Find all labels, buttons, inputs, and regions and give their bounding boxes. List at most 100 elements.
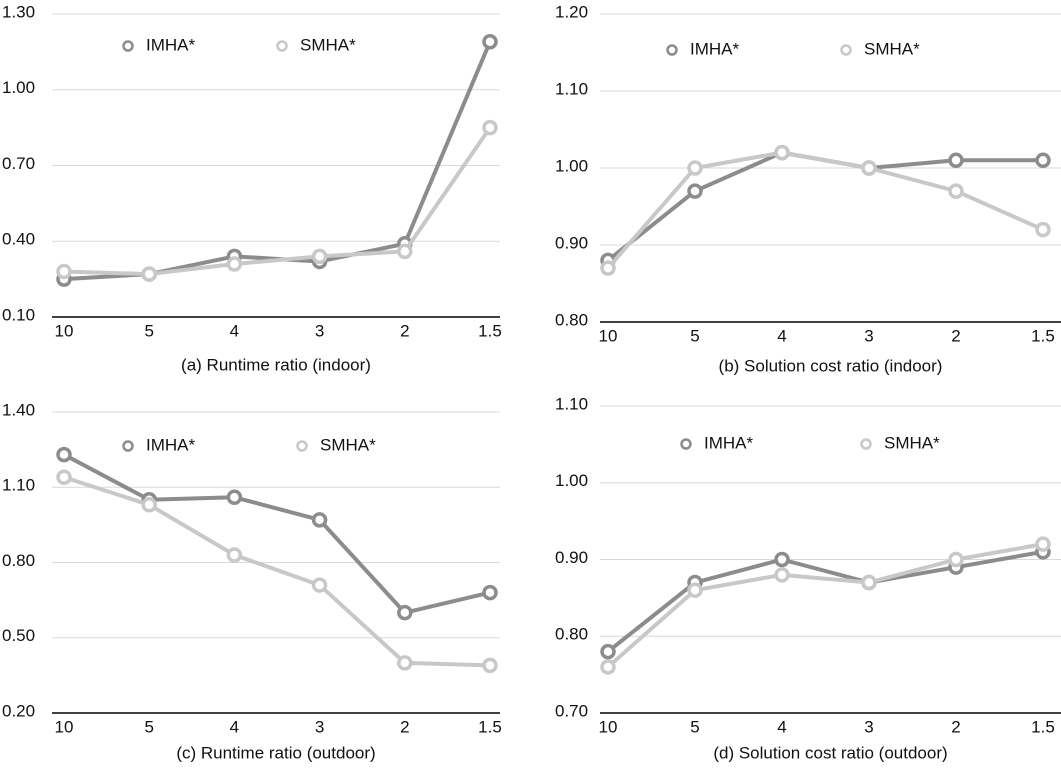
legend-marker [860,438,872,450]
x-tick-label: 5 [690,717,699,736]
y-tick-label: 1.10 [555,79,588,98]
data-point [311,512,328,528]
y-tick-label: 0.80 [2,551,35,570]
data-point [861,574,877,591]
data-point [226,547,243,563]
data-point [687,160,703,176]
data-point [948,551,964,568]
x-tick-label: 10 [55,717,74,736]
x-axis-title: (c) Runtime ratio (outdoor) [176,743,375,762]
legend-marker [840,44,852,56]
data-point [397,604,413,621]
series-line [63,475,491,668]
data-point [141,266,157,282]
x-tick-label: 3 [864,717,873,736]
legend-label: IMHA* [146,35,196,54]
x-tick-label: 4 [777,326,786,345]
y-tick-label: 1.10 [2,476,35,495]
legend-label: SMHA* [320,435,376,454]
data-point [482,34,498,50]
x-tick-label: 2 [951,326,960,345]
data-point [311,577,328,593]
data-point [397,243,413,260]
x-tick-label: 10 [599,326,618,345]
legend-marker [666,44,678,56]
legend-label: IMHA* [146,435,196,454]
data-point [774,144,790,161]
legend-marker [122,40,134,52]
data-point [482,584,498,601]
data-point [861,160,877,176]
data-point [687,183,703,199]
data-point [600,659,616,675]
legend-marker [296,440,308,452]
y-tick-label: 1.00 [555,156,588,175]
data-point [1035,221,1051,238]
x-tick-label: 1.5 [478,321,502,340]
y-tick-label: 0.50 [2,626,35,645]
data-point [56,446,72,463]
x-tick-label: 2 [951,717,960,736]
series-line [63,452,491,615]
legend-label: SMHA* [884,433,940,452]
x-axis-title: (d) Solution cost ratio (outdoor) [713,743,947,762]
x-tick-label: 1.5 [478,717,502,736]
y-tick-label: 0.70 [2,154,35,173]
data-point [226,256,243,272]
x-tick-label: 1.5 [1031,717,1055,736]
y-tick-label: 0.80 [555,310,588,329]
x-tick-label: 3 [315,321,324,340]
series-line [63,40,492,282]
x-tick-label: 5 [144,717,153,736]
y-tick-label: 0.90 [555,233,588,252]
data-point [948,152,964,169]
x-tick-label: 3 [864,326,873,345]
legend-label: IMHA* [690,39,740,58]
x-tick-label: 5 [144,321,153,340]
data-point [56,469,72,485]
legend-marker [276,40,288,52]
legend-label: SMHA* [300,35,356,54]
y-tick-label: 1.20 [555,2,588,21]
data-point [948,183,964,199]
data-point [482,657,498,674]
series-line [606,542,1044,669]
data-point [397,655,413,671]
x-tick-label: 5 [690,326,699,345]
y-tick-label: 1.10 [555,394,588,413]
y-tick-label: 0.80 [555,625,588,644]
y-tick-label: 1.00 [2,78,35,97]
y-tick-label: 1.00 [555,471,588,490]
legend-label: IMHA* [704,433,754,452]
x-tick-label: 4 [230,321,239,340]
x-tick-label: 1.5 [1031,326,1055,345]
data-point [774,567,790,583]
x-axis-title: (b) Solution cost ratio (indoor) [719,356,943,375]
x-tick-label: 2 [400,321,409,340]
y-tick-label: 1.40 [2,400,35,419]
data-point [311,248,328,265]
series-line [606,150,1044,270]
data-point [687,582,703,598]
x-tick-label: 2 [400,717,409,736]
x-tick-label: 4 [777,717,786,736]
data-point [482,119,498,136]
y-tick-label: 0.20 [2,701,35,720]
data-point [774,551,790,568]
data-point [600,260,616,276]
x-tick-label: 3 [315,717,324,736]
series-line [63,126,492,277]
data-point [1035,152,1051,169]
y-tick-label: 0.40 [2,230,35,249]
series-line [606,150,1043,262]
x-tick-label: 10 [599,717,618,736]
data-point [226,489,243,506]
y-tick-label: 1.30 [2,2,35,21]
y-tick-label: 0.10 [2,305,35,324]
legend-marker [680,438,692,450]
series-line [606,549,1044,654]
x-tick-label: 4 [230,717,239,736]
legend-marker [122,440,134,452]
